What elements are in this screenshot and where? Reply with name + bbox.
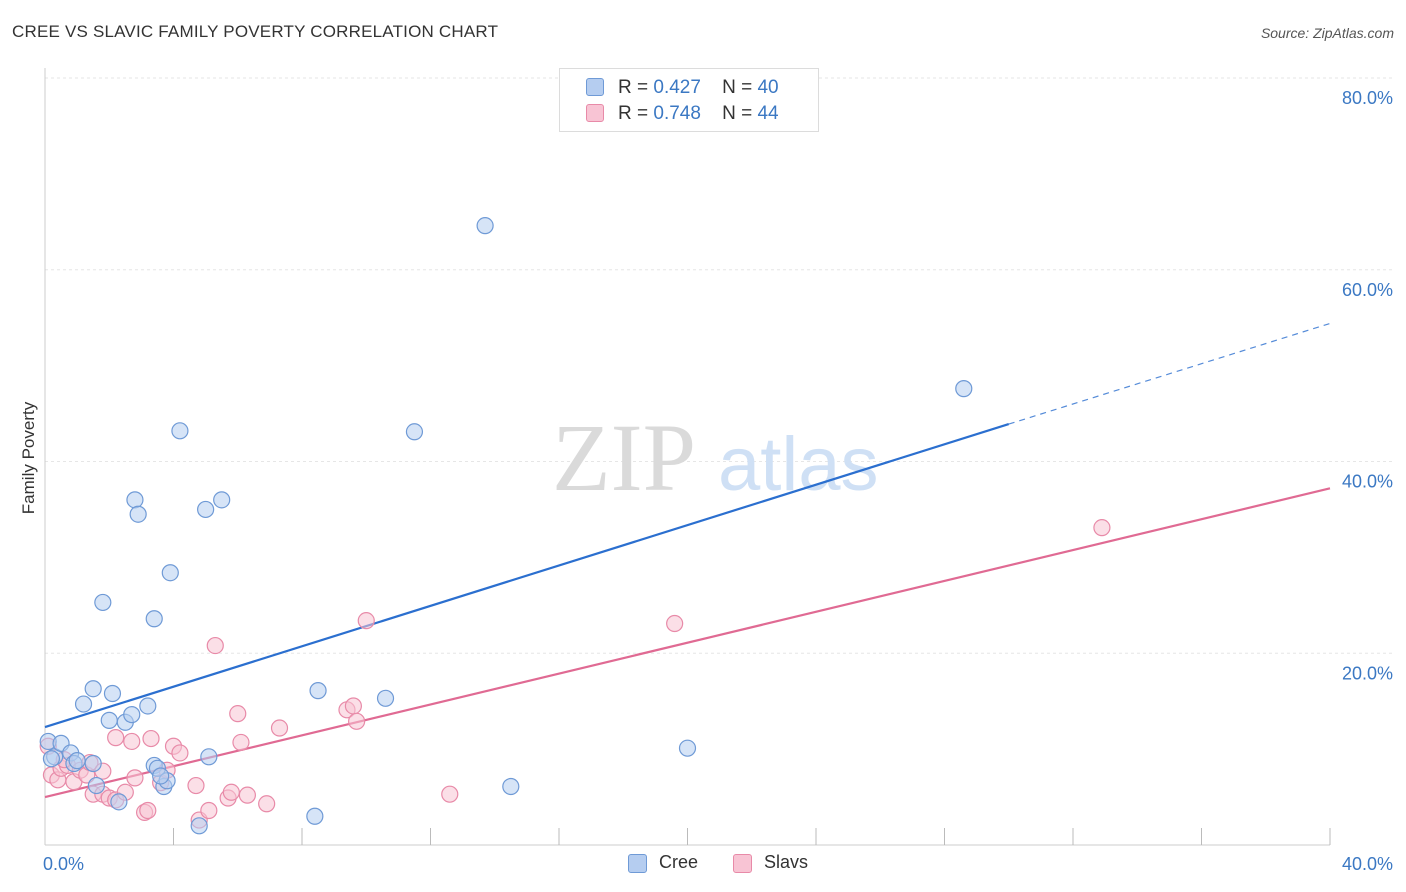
point-slavs-42 xyxy=(1093,519,1111,537)
point-slavs-32 xyxy=(232,733,250,752)
point-cree-37 xyxy=(42,750,61,768)
point-cree-7 xyxy=(84,680,102,698)
watermark-atlas: atlas xyxy=(718,422,879,507)
point-cree-17 xyxy=(139,697,157,715)
point-cree-23 xyxy=(161,564,179,582)
point-cree-6 xyxy=(84,754,102,773)
point-cree-9 xyxy=(94,593,112,612)
trendline-slavs xyxy=(44,487,1331,799)
point-slavs-35 xyxy=(270,719,289,737)
point-cree-11 xyxy=(103,684,122,703)
point-cree-38 xyxy=(68,752,86,770)
trendline-cree-extension xyxy=(1008,322,1331,425)
chart-title: CREE VS SLAVIC FAMILY POVERTY CORRELATIO… xyxy=(12,22,499,41)
trendline-cree xyxy=(44,423,1010,729)
y-tick-label-1: 40.0% xyxy=(1342,472,1393,492)
point-cree-16 xyxy=(129,505,147,523)
point-slavs-17 xyxy=(126,769,144,787)
point-cree-31 xyxy=(376,689,395,707)
point-cree-30 xyxy=(309,682,327,700)
point-slavs-40 xyxy=(441,785,459,803)
chart-source: Source: ZipAtlas.com xyxy=(1260,25,1394,41)
trendlines xyxy=(44,322,1331,799)
point-slavs-34 xyxy=(258,795,276,813)
point-slavs-25 xyxy=(187,776,205,795)
axes xyxy=(44,68,1331,846)
series-swatch-slavs xyxy=(733,854,752,873)
series-label-cree: Cree xyxy=(659,852,699,872)
legend-slavs-n-value: 44 xyxy=(757,103,779,124)
point-slavs-33 xyxy=(238,786,256,804)
point-cree-10 xyxy=(100,711,118,729)
point-slavs-24 xyxy=(171,744,189,762)
legend-slavs-n-label: N = xyxy=(722,103,753,124)
point-cree-34 xyxy=(502,777,520,796)
point-cree-29 xyxy=(306,807,324,825)
series-label-slavs: Slavs xyxy=(764,852,809,872)
point-cree-5 xyxy=(74,695,93,713)
tick-labels: 20.0% 40.0% 60.0% 80.0% 0.0% 40.0% xyxy=(43,88,1393,874)
point-cree-15 xyxy=(126,491,144,509)
y-tick-label-2: 60.0% xyxy=(1342,280,1393,300)
point-cree-36 xyxy=(955,380,973,398)
point-cree-27 xyxy=(200,748,218,766)
x-tick-label-0: 0.0% xyxy=(43,854,84,874)
legend-cree-r-value: 0.427 xyxy=(653,77,701,98)
gridlines xyxy=(45,77,1392,654)
y-tick-label-0: 20.0% xyxy=(1342,663,1393,683)
legend-swatch-cree xyxy=(586,78,604,96)
point-cree-35 xyxy=(678,739,697,757)
watermark-zip: ZIP xyxy=(552,404,696,511)
point-slavs-39 xyxy=(357,612,375,630)
point-cree-39 xyxy=(152,767,170,785)
point-cree-18 xyxy=(145,610,163,628)
point-cree-12 xyxy=(110,793,128,811)
point-cree-8 xyxy=(87,776,106,795)
point-cree-32 xyxy=(405,423,424,441)
series-legend: Cree Slavs xyxy=(0,852,1406,878)
point-slavs-28 xyxy=(206,636,224,655)
point-slavs-41 xyxy=(666,614,684,633)
point-slavs-31 xyxy=(229,705,247,723)
point-slavs-30 xyxy=(222,783,240,801)
point-slavs-37 xyxy=(344,697,362,715)
point-slavs-20 xyxy=(142,729,160,748)
legend-cree-n-value: 40 xyxy=(757,77,779,98)
watermark: ZIP atlas xyxy=(552,404,879,511)
point-slavs-16 xyxy=(123,732,141,751)
point-slavs-19 xyxy=(139,801,157,820)
legend-cree-r-label: R = xyxy=(618,77,649,98)
point-cree-28 xyxy=(213,491,231,509)
point-cree-24 xyxy=(171,422,189,440)
point-cree-14 xyxy=(123,706,141,724)
point-slavs-14 xyxy=(107,729,125,747)
data-points xyxy=(39,217,1111,835)
point-slavs-38 xyxy=(348,712,366,730)
legend-slavs-r-value: 0.748 xyxy=(653,103,701,124)
legend-slavs-r-label: R = xyxy=(618,103,649,124)
legend-swatch-slavs xyxy=(586,104,604,122)
point-cree-25 xyxy=(190,817,208,835)
point-slavs-27 xyxy=(200,801,218,820)
legend-cree-n-label: N = xyxy=(722,77,753,98)
point-cree-26 xyxy=(197,500,215,519)
x-tick-label-1: 40.0% xyxy=(1342,854,1393,874)
y-axis-label: Family Poverty xyxy=(19,401,38,514)
correlation-legend: R = 0.427 N = 40 R = 0.748 N = 44 xyxy=(559,68,819,132)
point-cree-33 xyxy=(476,217,494,235)
series-swatch-cree xyxy=(628,854,647,873)
y-tick-label-3: 80.0% xyxy=(1342,88,1393,108)
